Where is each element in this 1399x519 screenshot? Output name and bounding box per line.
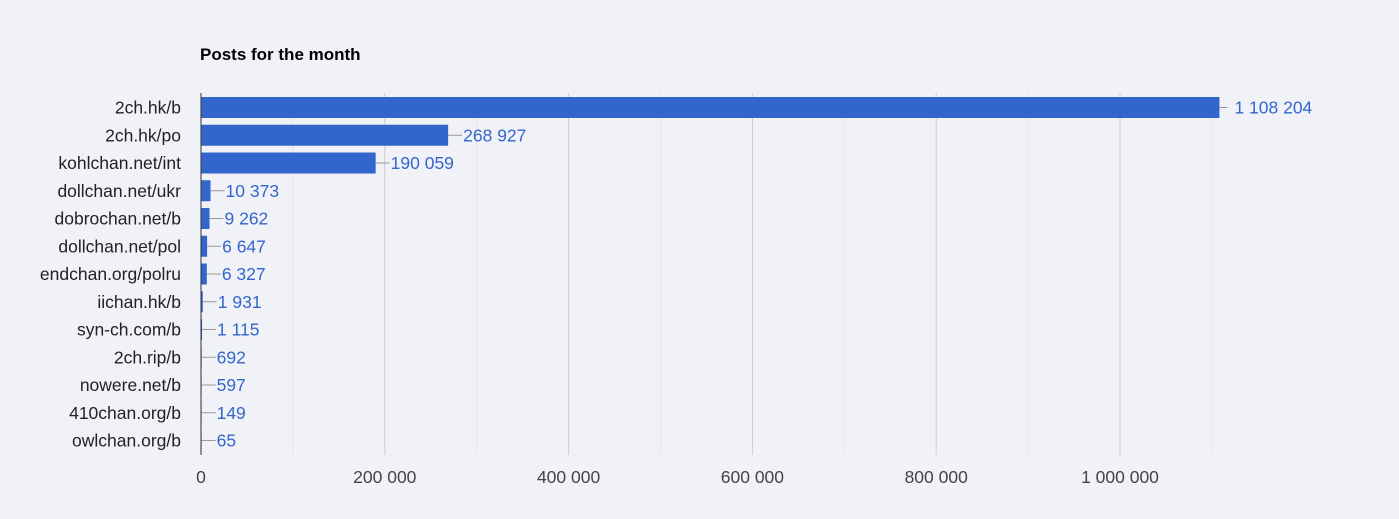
category-label: syn-ch.com/b (77, 320, 181, 340)
value-label: 6 327 (222, 264, 266, 284)
value-label: 6 647 (222, 236, 266, 256)
category-label: dobrochan.net/b (55, 209, 182, 229)
leader-lines (201, 107, 1228, 441)
category-label: 2ch.rip/b (114, 347, 181, 367)
value-label: 9 262 (225, 209, 269, 229)
value-label: 190 059 (391, 153, 454, 173)
bar (201, 97, 1220, 118)
value-label: 1 115 (217, 320, 260, 340)
category-label: 410chan.org/b (69, 403, 181, 423)
bar (201, 152, 376, 174)
category-label: iichan.hk/b (97, 292, 181, 312)
category-label: 2ch.hk/b (115, 98, 181, 118)
bars (201, 97, 1220, 451)
category-label: endchan.org/polru (40, 264, 181, 284)
x-tick-label: 200 000 (353, 467, 417, 487)
x-tick-label: 600 000 (721, 467, 785, 487)
category-label: 2ch.hk/po (105, 125, 181, 145)
value-label: 149 (217, 403, 246, 423)
category-label: dollchan.net/ukr (57, 181, 181, 201)
bar (201, 319, 203, 340)
category-labels: 2ch.hk/b 2ch.hk/po kohlchan.net/int dollcha… (40, 98, 181, 451)
chart-title: Posts for the month (200, 45, 361, 64)
bar (201, 180, 211, 202)
x-tick-label: 800 000 (905, 467, 969, 487)
value-label: 692 (217, 347, 246, 367)
bar (201, 235, 208, 257)
x-tick-labels: 0 200 000 400 000 600 000 800 000 1 000 000 (196, 467, 1159, 487)
bar (201, 124, 449, 146)
category-label: nowere.net/b (80, 375, 181, 395)
category-label: dollchan.net/pol (58, 236, 181, 256)
value-label: 10 373 (226, 181, 280, 201)
grid-lines (292, 93, 1213, 455)
category-label: owlchan.org/b (72, 431, 181, 451)
value-labels: 1 108 204 268 927 190 059 10 373 9 262 6 647 6… (217, 98, 1313, 451)
x-tick-label: 400 000 (537, 467, 601, 487)
x-tick-label: 1 000 000 (1081, 467, 1159, 487)
value-label: 597 (217, 375, 246, 395)
bar (201, 291, 203, 313)
x-tick-label: 0 (196, 467, 206, 487)
category-label: kohlchan.net/int (58, 153, 181, 173)
value-label: 1 931 (218, 292, 262, 312)
bar (201, 208, 210, 229)
bar (201, 263, 207, 285)
value-label: 1 108 204 (1234, 98, 1312, 118)
value-label: 65 (217, 431, 236, 451)
value-label: 268 927 (463, 125, 526, 145)
